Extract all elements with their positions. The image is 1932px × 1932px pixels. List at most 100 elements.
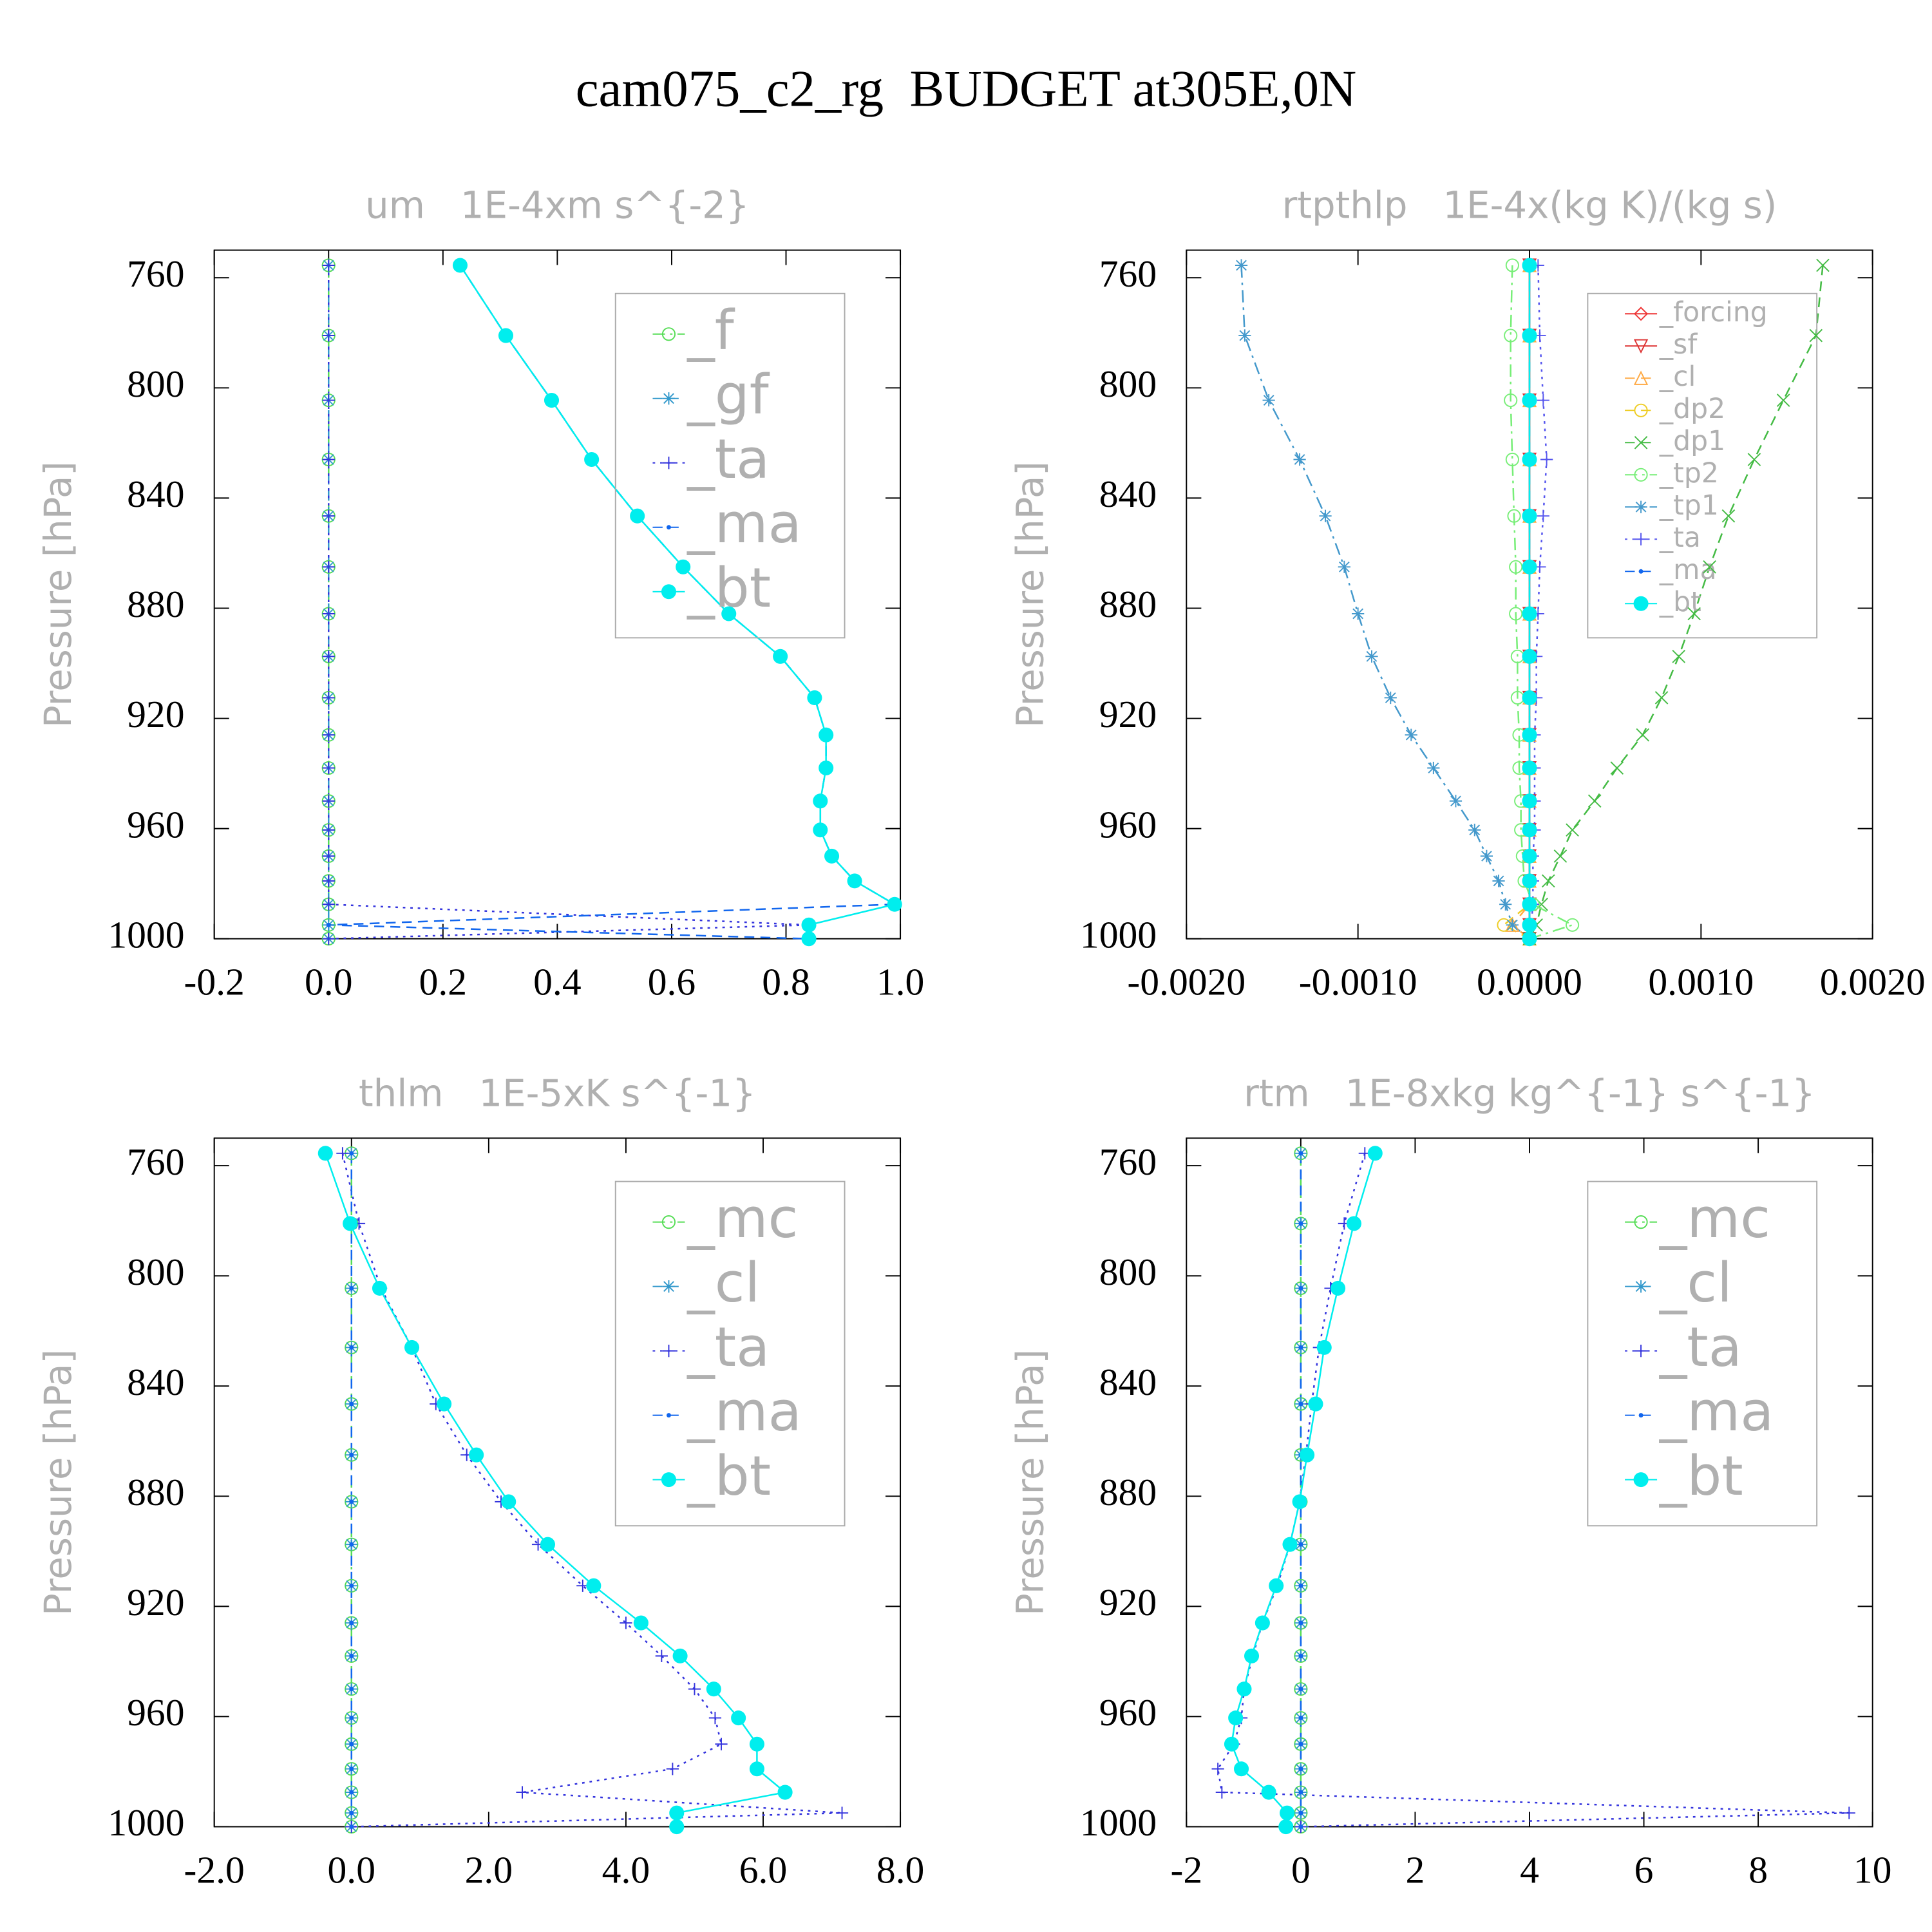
data-point	[1238, 329, 1251, 342]
data-point	[1236, 1681, 1252, 1697]
legend-label: _bt	[687, 1444, 771, 1508]
series-line	[1240, 265, 1530, 940]
data-point	[1298, 1790, 1303, 1795]
data-point	[819, 760, 834, 776]
plot-frame	[213, 1137, 902, 1828]
x-tick-label: 1.0	[876, 960, 925, 1003]
data-point	[317, 1146, 333, 1161]
data-point	[349, 1583, 354, 1588]
legend-box	[614, 1180, 846, 1527]
x-tick-label: 0.8	[762, 960, 810, 1003]
y-tick-label: 760	[127, 1141, 184, 1183]
data-point	[1522, 917, 1537, 933]
data-point	[1654, 691, 1669, 705]
data-point	[349, 1499, 354, 1504]
data-point	[708, 1711, 722, 1725]
legend-marker	[661, 584, 676, 600]
data-point	[1449, 795, 1463, 808]
data-point	[1261, 1785, 1276, 1800]
data-point	[813, 822, 828, 838]
legend-label: _sf	[1659, 329, 1698, 361]
data-point	[1346, 1216, 1361, 1231]
data-point	[1298, 1687, 1303, 1692]
data-point	[349, 1716, 354, 1721]
data-point	[584, 451, 600, 468]
data-point	[801, 917, 817, 933]
legend-label: _ma	[687, 1380, 801, 1444]
legend-label: _ma	[1659, 1380, 1774, 1444]
y-tick-label: 1000	[108, 913, 184, 956]
data-point	[1298, 1766, 1303, 1772]
data-point	[1636, 728, 1650, 742]
legend-label: _dp2	[1659, 393, 1725, 425]
x-tick-label: 10	[1853, 1848, 1892, 1891]
x-tick-label: 0.0020	[1820, 960, 1926, 1003]
legend-marker	[1638, 569, 1643, 574]
data-point	[1522, 760, 1537, 776]
legend-marker	[1634, 307, 1649, 321]
data-point	[1522, 258, 1537, 273]
y-tick-label: 920	[127, 1581, 184, 1624]
data-point	[847, 873, 862, 889]
data-point	[1367, 1146, 1383, 1161]
y-tick-label: 760	[1099, 1141, 1157, 1183]
legend-marker	[662, 1280, 676, 1293]
data-point	[1522, 873, 1537, 889]
data-point	[1522, 727, 1537, 743]
legend-marker	[662, 1345, 676, 1358]
data-point	[1506, 918, 1519, 931]
data-point	[1298, 1620, 1303, 1625]
x-tick-label: -0.2	[184, 960, 245, 1003]
data-point	[1540, 453, 1553, 466]
legend-marker	[1634, 435, 1648, 450]
data-point	[586, 1578, 601, 1593]
data-point	[1522, 606, 1537, 621]
data-point	[669, 1805, 685, 1821]
x-tick-label: 0.0010	[1648, 960, 1754, 1003]
data-point	[1338, 560, 1350, 573]
legend-label: _bt	[1659, 1444, 1743, 1508]
y-tick-label: 800	[127, 1251, 184, 1293]
x-tick-label: 2	[1406, 1848, 1425, 1891]
data-point	[731, 1710, 746, 1726]
y-axis-label: Pressure [hPa]	[1008, 461, 1052, 728]
legend-label: _ta	[1659, 1316, 1742, 1379]
legend-label: _dp1	[1659, 426, 1725, 457]
series-line	[1528, 265, 1824, 940]
y-tick-label: 800	[1099, 363, 1157, 405]
data-point	[807, 690, 822, 705]
data-point	[322, 933, 335, 945]
x-tick-label: -0.0020	[1127, 960, 1245, 1003]
legend-label: _mc	[687, 1187, 798, 1251]
legend-marker	[1634, 533, 1647, 545]
legend-marker	[667, 1413, 671, 1418]
data-point	[669, 1819, 685, 1835]
data-point	[322, 824, 335, 837]
data-point	[1522, 822, 1537, 838]
data-point	[1522, 451, 1537, 468]
y-tick-label: 1000	[108, 1801, 184, 1844]
data-point	[1505, 258, 1519, 272]
data-point	[349, 1401, 354, 1406]
legend-marker	[1634, 1215, 1648, 1229]
data-point	[349, 1285, 354, 1291]
y-tick-label: 920	[1099, 1581, 1157, 1624]
data-point	[1234, 1761, 1249, 1777]
y-tick-label: 840	[1099, 473, 1157, 515]
legend-marker	[1634, 500, 1647, 513]
series-line	[459, 265, 897, 939]
data-point	[819, 727, 834, 743]
x-tick-label: 0.2	[419, 960, 468, 1003]
data-point	[1587, 794, 1602, 808]
data-point	[1566, 918, 1580, 932]
data-point	[1262, 393, 1275, 407]
data-point	[1244, 1648, 1260, 1663]
data-point	[1278, 1819, 1294, 1835]
data-point	[452, 258, 468, 273]
data-point	[1721, 509, 1736, 523]
data-point	[676, 559, 691, 574]
x-tick-label: 8.0	[876, 1848, 925, 1891]
data-point	[706, 1681, 721, 1697]
data-point	[1298, 1285, 1303, 1291]
data-point	[1228, 1710, 1244, 1726]
